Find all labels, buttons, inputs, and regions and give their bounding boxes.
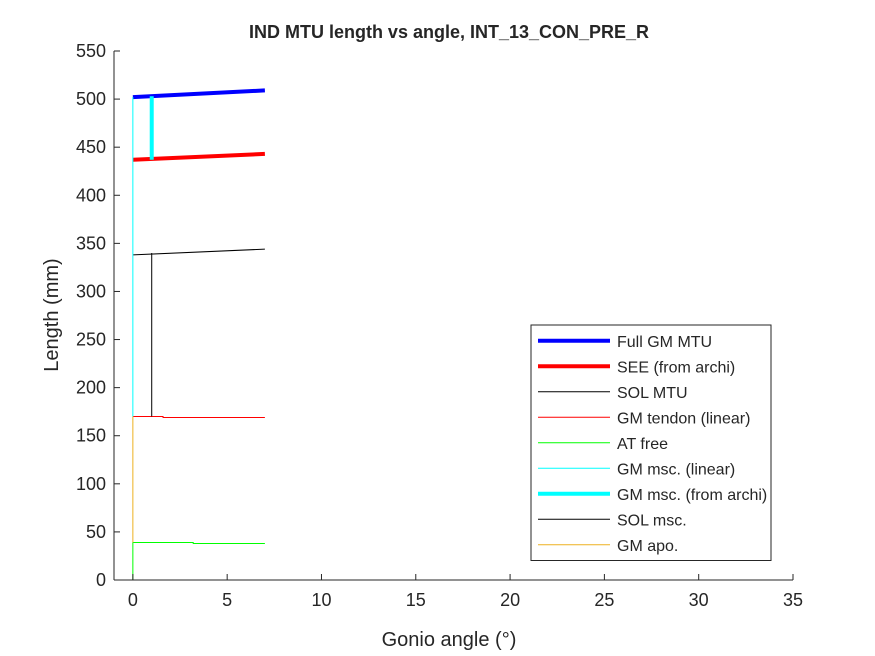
- series-line-5: [132, 541, 265, 580]
- axes-layer: 0 5 10 15 20 25 30 3505010015020025030035040045…: [76, 41, 803, 610]
- x-tick-label: 25: [594, 590, 614, 610]
- series-layer: [132, 88, 265, 580]
- chart-title: IND MTU length vs angle, INT_13_CON_PRE_…: [249, 22, 649, 42]
- legend-entry-label: GM msc. (linear): [617, 461, 735, 478]
- x-tick-label: 35: [783, 590, 803, 610]
- x-tick-label: 30: [689, 590, 709, 610]
- x-tick-label: 20: [500, 590, 520, 610]
- legend-entry-label: AT free: [617, 436, 668, 453]
- series-line-2: [132, 151, 265, 162]
- y-tick-label: 0: [96, 570, 106, 590]
- x-tick-label: 15: [406, 590, 426, 610]
- y-tick-label: 300: [76, 281, 106, 301]
- legend-entry-label: GM msc. (from archi): [617, 487, 767, 504]
- x-tick-label: 0: [128, 590, 138, 610]
- series-line-4: [132, 415, 265, 418]
- y-axis-label: Length (mm): [41, 258, 63, 371]
- legend-entry-label: SOL msc.: [617, 512, 687, 529]
- legend-entry-label: Full GM MTU: [617, 334, 712, 351]
- legend-entry-label: SOL MTU: [617, 385, 688, 402]
- y-tick-label: 50: [86, 522, 106, 542]
- legend-entry-label: GM apo.: [617, 538, 678, 555]
- y-tick-label: 200: [76, 378, 106, 398]
- x-tick-label: 5: [222, 590, 232, 610]
- legend-entry-label: SEE (from archi): [617, 359, 735, 376]
- legend-entry-label: GM tendon (linear): [617, 410, 750, 427]
- x-axis-label: Gonio angle (°): [382, 629, 517, 651]
- x-tick-label: 10: [311, 590, 331, 610]
- y-tick-label: 550: [76, 41, 106, 61]
- legend: Full GM MTU SEE (from archi) SOL MTU GM ten…: [530, 324, 772, 561]
- y-tick-label: 250: [76, 330, 106, 350]
- y-tick-label: 450: [76, 137, 106, 157]
- y-tick-label: 400: [76, 185, 106, 205]
- series-line-3: [132, 248, 265, 256]
- y-tick-label: 150: [76, 426, 106, 446]
- y-tick-label: 100: [76, 474, 106, 494]
- y-tick-label: 350: [76, 233, 106, 253]
- series-line-1: [132, 88, 265, 100]
- y-tick-label: 500: [76, 89, 106, 109]
